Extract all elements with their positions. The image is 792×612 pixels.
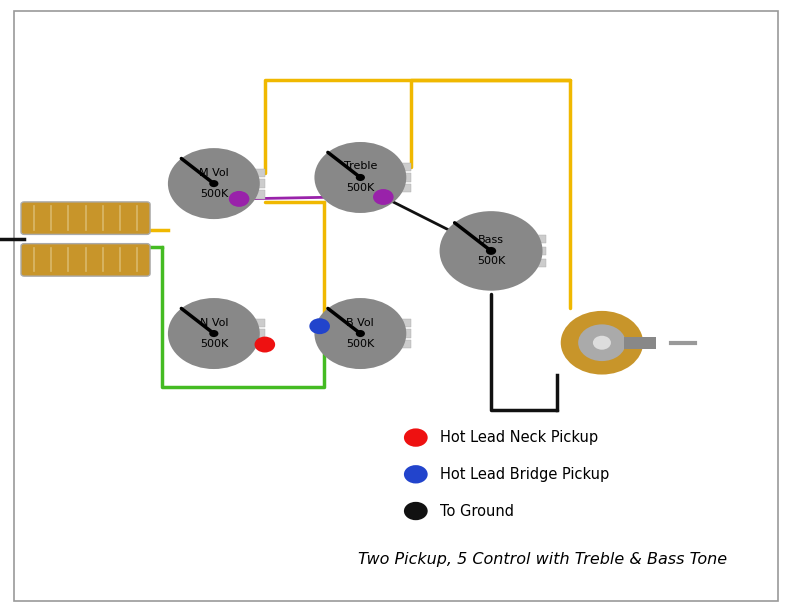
Bar	[250, 340, 265, 348]
Bar	[397, 173, 411, 182]
Bar	[624, 337, 656, 349]
Bar	[397, 163, 411, 171]
Bar	[397, 329, 411, 338]
Bar	[532, 247, 546, 255]
Bar	[250, 190, 265, 198]
Bar	[250, 169, 265, 177]
Bar	[532, 235, 546, 244]
Bar	[250, 179, 265, 188]
Circle shape	[593, 336, 611, 349]
Text: 500K: 500K	[346, 183, 375, 193]
Text: To Ground: To Ground	[440, 504, 513, 518]
Text: Hot Lead Bridge Pickup: Hot Lead Bridge Pickup	[440, 467, 609, 482]
Text: 500K: 500K	[346, 339, 375, 349]
Circle shape	[209, 180, 219, 187]
Bar	[324, 160, 397, 195]
Circle shape	[168, 148, 260, 219]
Text: Two Pickup, 5 Control with Treble & Bass Tone: Two Pickup, 5 Control with Treble & Bass…	[358, 553, 727, 567]
Text: 500K: 500K	[200, 189, 228, 199]
Circle shape	[404, 428, 428, 447]
Text: 500K: 500K	[200, 339, 228, 349]
Text: N Vol: N Vol	[200, 318, 228, 327]
Circle shape	[373, 189, 394, 205]
Circle shape	[356, 330, 365, 337]
Bar	[532, 258, 546, 267]
Circle shape	[229, 191, 249, 207]
Circle shape	[356, 174, 365, 181]
Bar	[397, 340, 411, 348]
Circle shape	[440, 211, 543, 291]
Bar	[397, 184, 411, 192]
Circle shape	[486, 247, 497, 255]
Circle shape	[404, 502, 428, 520]
Bar	[177, 166, 250, 201]
Bar	[250, 329, 265, 338]
FancyBboxPatch shape	[21, 244, 150, 276]
Circle shape	[209, 330, 219, 337]
Circle shape	[310, 318, 330, 334]
Circle shape	[314, 142, 406, 213]
Text: Bass: Bass	[478, 235, 504, 245]
Circle shape	[404, 465, 428, 483]
Text: B Vol: B Vol	[346, 318, 375, 327]
Bar	[450, 231, 532, 271]
Bar	[397, 319, 411, 327]
Text: Treble: Treble	[344, 162, 377, 171]
Circle shape	[168, 298, 260, 369]
Text: M Vol: M Vol	[199, 168, 229, 177]
Circle shape	[578, 324, 626, 361]
Bar	[250, 319, 265, 327]
Bar	[324, 316, 397, 351]
Circle shape	[254, 337, 275, 353]
FancyBboxPatch shape	[21, 202, 150, 234]
Circle shape	[561, 311, 643, 375]
Text: Hot Lead Neck Pickup: Hot Lead Neck Pickup	[440, 430, 598, 445]
Circle shape	[314, 298, 406, 369]
Bar	[177, 316, 250, 351]
Text: 500K: 500K	[477, 256, 505, 266]
